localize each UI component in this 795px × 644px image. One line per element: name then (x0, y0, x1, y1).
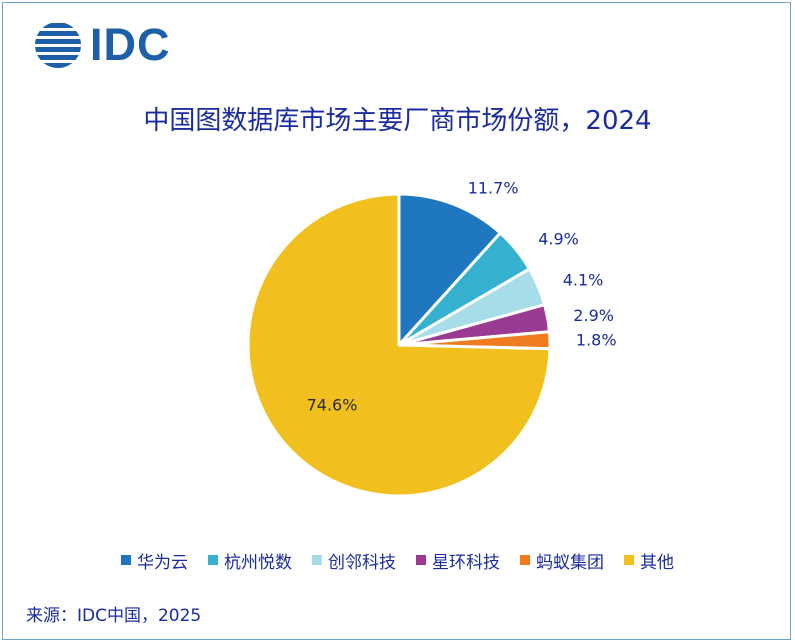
idc-globe-stripes-icon (35, 23, 81, 68)
legend-item-3: 创邻科技 (312, 548, 396, 573)
legend-swatch (416, 555, 426, 565)
legend-label: 星环科技 (432, 552, 500, 573)
legend-swatch (312, 555, 322, 565)
legend-item-5: 蚂蚁集团 (520, 548, 604, 573)
chart-title: 中国图数据库市场主要厂商市场份额，2024 (143, 106, 652, 136)
legend-item-6: 其他 (624, 548, 674, 573)
data-label-2: 4.9% (538, 230, 579, 249)
data-label-1: 11.7% (468, 178, 519, 197)
legend-item-1: 华为云 (121, 548, 188, 573)
legend-swatch (121, 555, 131, 565)
legend-label: 蚂蚁集团 (536, 552, 604, 573)
data-label-6: 74.6% (307, 395, 358, 414)
data-label-5: 1.8% (576, 331, 617, 350)
legend-label: 其他 (640, 552, 674, 573)
legend-label: 创邻科技 (328, 552, 396, 573)
legend-item-4: 星环科技 (416, 548, 500, 573)
logo-text: IDC (90, 19, 171, 70)
data-label-3: 4.1% (563, 270, 604, 289)
chart-legend: 华为云 杭州悦数 创邻科技 星环科技 蚂蚁集团 其他 (0, 548, 795, 573)
pie-slice-6 (246, 192, 552, 498)
idc-logo: IDC (33, 19, 203, 71)
data-label-4: 2.9% (573, 306, 614, 325)
source-note: 来源：IDC中国，2025 (26, 606, 202, 626)
legend-label: 华为云 (137, 552, 188, 573)
legend-label: 杭州悦数 (224, 552, 292, 573)
legend-swatch (520, 555, 530, 565)
legend-swatch (624, 555, 634, 565)
legend-swatch (208, 555, 218, 565)
pie-slice-1 (397, 192, 502, 347)
legend-item-2: 杭州悦数 (208, 548, 292, 573)
